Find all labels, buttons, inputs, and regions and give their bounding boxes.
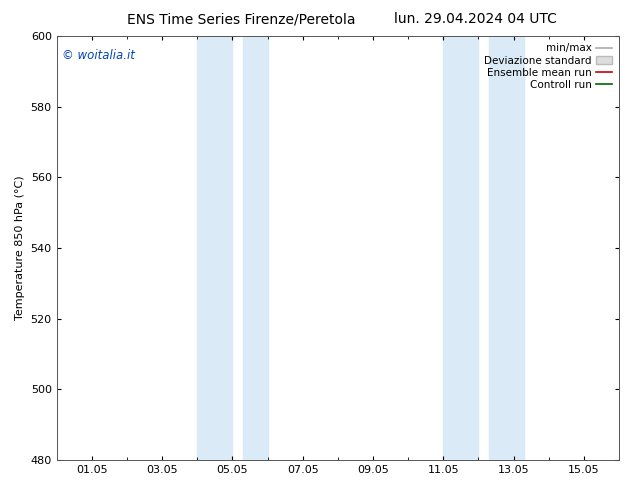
- Y-axis label: Temperature 850 hPa (°C): Temperature 850 hPa (°C): [15, 176, 25, 320]
- Bar: [243, 36, 268, 460]
- Bar: [489, 36, 524, 460]
- Text: © woitalia.it: © woitalia.it: [62, 49, 135, 62]
- Text: lun. 29.04.2024 04 UTC: lun. 29.04.2024 04 UTC: [394, 12, 557, 26]
- Text: ENS Time Series Firenze/Peretola: ENS Time Series Firenze/Peretola: [127, 12, 355, 26]
- Legend: min/max, Deviazione standard, Ensemble mean run, Controll run: min/max, Deviazione standard, Ensemble m…: [482, 41, 614, 92]
- Bar: [443, 36, 479, 460]
- Bar: [197, 36, 233, 460]
